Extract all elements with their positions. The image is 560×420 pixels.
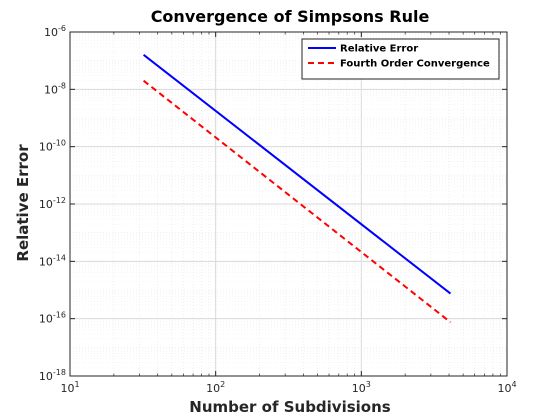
y-tick-label: 10-12 xyxy=(39,196,66,211)
tick-marks xyxy=(69,31,508,377)
series-line-2 xyxy=(142,79,452,323)
x-tick-exponent: 2 xyxy=(220,380,225,389)
y-tick-exponent: -12 xyxy=(53,196,66,205)
y-tick-base: 10 xyxy=(39,255,53,268)
x-tick-label: 103 xyxy=(352,380,371,395)
y-tick-base: 10 xyxy=(39,198,53,211)
y-tick-exponent: -10 xyxy=(53,139,66,148)
legend-box xyxy=(301,38,500,80)
legend: Relative Error Fourth Order Convergence xyxy=(301,38,500,80)
y-tick-label: 10-16 xyxy=(39,311,66,326)
y-axis-label: Relative Error xyxy=(14,144,32,262)
x-tick-labels: 101 102 103 104 xyxy=(60,380,516,395)
y-tick-label: 10-14 xyxy=(39,253,66,268)
x-tick-label: 102 xyxy=(206,380,225,395)
y-tick-base: 10 xyxy=(44,83,58,96)
y-tick-base: 10 xyxy=(44,26,58,39)
x-tick-base: 10 xyxy=(60,382,74,395)
y-tick-label: 10-8 xyxy=(44,81,66,96)
y-tick-label: 10-18 xyxy=(39,368,66,383)
series-layer xyxy=(142,54,452,323)
y-tick-exponent: -14 xyxy=(53,253,66,262)
x-tick-base: 10 xyxy=(497,382,511,395)
grid-layer xyxy=(70,32,507,376)
x-tick-exponent: 4 xyxy=(511,380,516,389)
x-tick-base: 10 xyxy=(352,382,366,395)
x-tick-label: 101 xyxy=(60,380,79,395)
chart-title: Convergence of Simpsons Rule xyxy=(151,7,430,26)
y-tick-exponent: -8 xyxy=(58,81,66,90)
x-tick-exponent: 1 xyxy=(74,380,79,389)
x-tick-exponent: 3 xyxy=(366,380,371,389)
y-tick-exponent: -16 xyxy=(53,311,66,320)
x-tick-base: 10 xyxy=(206,382,220,395)
y-tick-label: 10-10 xyxy=(39,139,66,154)
x-axis-label: Number of Subdivisions xyxy=(189,398,391,416)
y-tick-exponent: -18 xyxy=(53,368,66,377)
y-tick-exponent: -6 xyxy=(58,24,66,33)
y-tick-base: 10 xyxy=(39,141,53,154)
y-tick-base: 10 xyxy=(39,370,53,383)
y-tick-label: 10-6 xyxy=(44,24,66,39)
series-line-1 xyxy=(142,54,452,295)
x-tick-label: 104 xyxy=(497,380,516,395)
legend-label-2: Fourth Order Convergence xyxy=(340,59,490,70)
legend-label-1: Relative Error xyxy=(340,44,418,55)
y-tick-base: 10 xyxy=(39,313,53,326)
